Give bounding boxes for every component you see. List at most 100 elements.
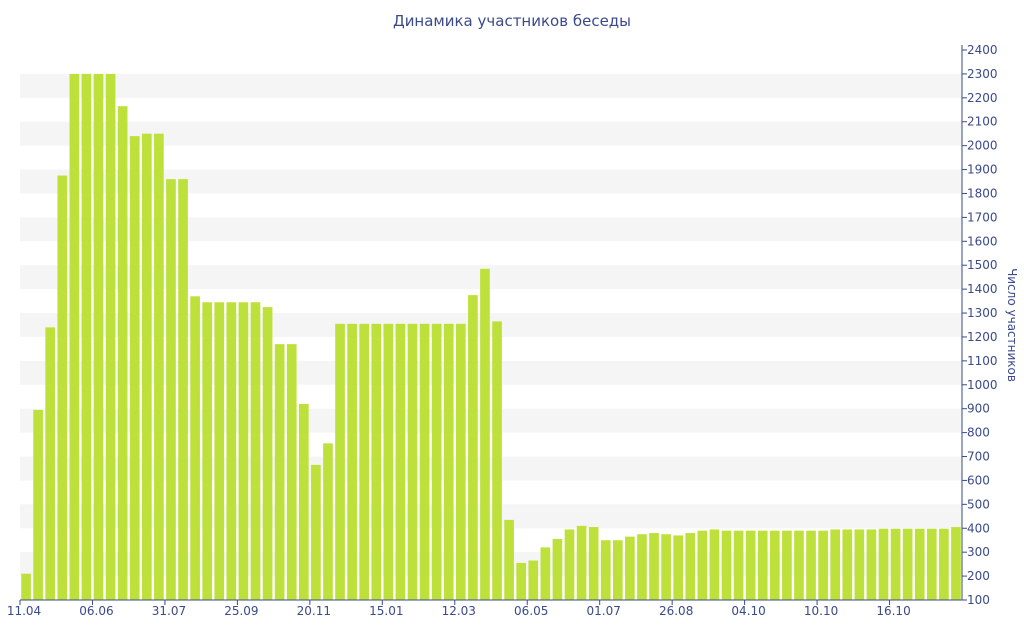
bar [782,530,792,600]
x-tick-label: 16.10 [876,604,910,618]
bar [93,73,104,600]
chart-title: Динамика участников беседы [392,12,632,30]
bar [794,530,804,600]
bar [371,323,382,600]
y-tick-label: 200 [967,569,990,583]
bar [81,73,92,600]
bar [335,323,345,600]
bar [33,409,43,600]
y-tick-label: 2100 [967,115,998,129]
bar [69,73,80,600]
y-tick-label: 1600 [967,234,998,248]
bar [45,327,56,600]
y-tick-label: 800 [967,426,990,440]
bar [202,302,213,600]
bar [154,133,164,600]
bar [105,73,116,600]
y-tick-label: 2300 [967,67,998,81]
bar [504,519,514,600]
bar [359,323,370,600]
bar [141,133,152,600]
bar [818,530,828,600]
y-axis-label: Число участников [1005,268,1019,382]
bar [57,175,68,601]
y-tick-label: 500 [967,497,990,511]
x-tick-label: 20.11 [297,604,331,618]
grid-band [20,169,962,194]
bar [311,464,321,600]
y-tick-label: 300 [967,545,990,559]
bar [262,307,273,600]
bar [939,528,949,600]
bar [166,179,176,600]
bar [480,268,490,600]
x-tick-label: 15.01 [369,604,403,618]
y-tick-label: 1100 [967,354,998,368]
x-tick-label: 11.04 [7,604,41,618]
bar [455,323,466,600]
x-tick-label: 31.07 [152,604,186,618]
bar [902,528,913,600]
bar [419,323,430,600]
bar [697,530,708,600]
bar [842,529,853,600]
x-tick-label: 06.05 [514,604,548,618]
bars [21,73,961,601]
bar [649,533,659,600]
bar [625,536,635,600]
bar [323,443,333,600]
x-tick-label: 01.07 [587,604,621,618]
y-tick-label: 2400 [967,43,998,57]
y-tick-label: 900 [967,402,990,416]
y-tick-label: 1500 [967,258,998,272]
x-tick-label: 25.09 [224,604,258,618]
y-tick-label: 1200 [967,330,998,344]
bar [347,323,357,600]
bar [806,530,816,600]
grid-band [20,265,962,290]
bar [709,529,720,600]
y-tick-label: 1800 [967,186,998,200]
bar [854,529,865,600]
bar [117,106,128,600]
bar [745,530,756,600]
bar [769,530,780,600]
bar [830,529,841,600]
y-tick-label: 400 [967,521,990,535]
x-tick-label: 10.10 [804,604,838,618]
bar [238,302,249,600]
bar [685,533,696,600]
bar [914,528,925,600]
y-tick-label: 100 [967,593,990,607]
bar [866,529,877,600]
y-tick-label: 1400 [967,282,998,296]
bar [492,321,502,600]
bar [576,525,587,600]
y-tick-label: 1300 [967,306,998,320]
grid-band [20,121,962,146]
y-tick-label: 700 [967,450,990,464]
y-tick-label: 2200 [967,91,998,105]
bar [214,302,225,600]
bar [21,573,31,600]
y-tick-label: 1900 [967,163,998,177]
grid-band [20,217,962,242]
bar [443,323,454,600]
x-axis: 11.04 06.06 31.07 25.09 20.11 15.01 12.03 06.05… [7,599,962,618]
grid-band [20,73,962,98]
bar [226,302,237,600]
bar [250,302,261,600]
x-tick-label: 06.06 [79,604,113,618]
bar [600,540,611,600]
bar [431,323,442,600]
bar [588,527,599,600]
bar [661,534,671,600]
bar [298,403,309,600]
bar [407,323,418,600]
bar [637,534,647,600]
bar [383,323,394,600]
bar [564,529,575,600]
x-tick-label: 12.03 [442,604,476,618]
x-tick-label: 04.10 [731,604,765,618]
